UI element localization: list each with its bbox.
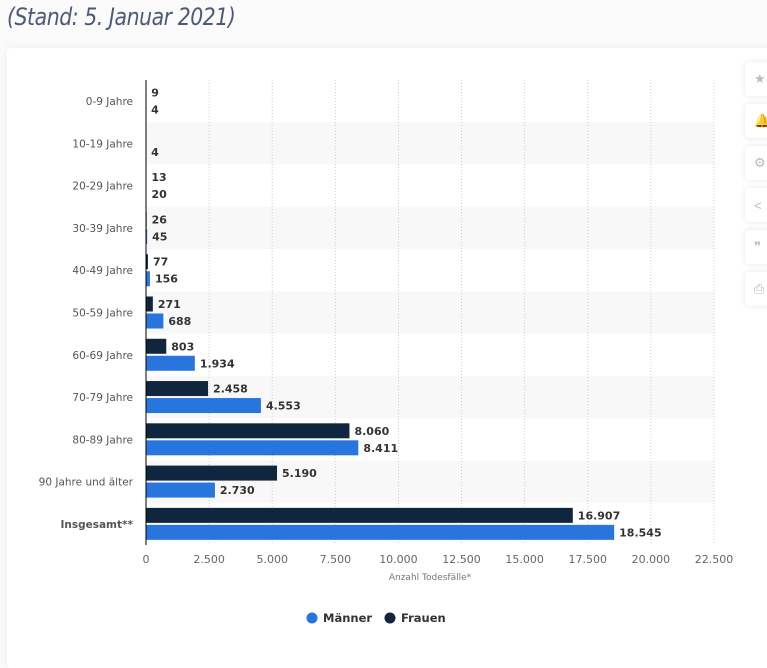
category-label: 0-9 Jahre [86,96,133,108]
category-label: 10-19 Jahre [72,138,133,150]
category-label: 80-89 Jahre [72,434,133,446]
legend-marker [385,613,396,624]
data-label: 2.458 [213,383,248,396]
bar-frauen [146,381,208,396]
row-band [146,291,714,333]
data-label: 688 [168,315,191,328]
data-label: 2.730 [220,484,255,497]
bar-männer [146,356,195,371]
bar-männer [146,271,150,286]
quote-icon: ❞ [754,239,761,255]
data-label: 26 [152,213,168,226]
data-label: 803 [171,340,194,353]
chart-subtitle: (Stand: 5. Januar 2021) [7,2,235,32]
data-label: 8.060 [354,425,389,438]
category-label: 30-39 Jahre [72,223,133,235]
gear-button[interactable]: ⚙ [745,146,767,180]
share-icon: < [754,198,762,213]
star-button[interactable]: ★ [745,62,767,96]
star-icon: ★ [754,71,766,87]
data-label: 4 [151,104,159,117]
category-label: 40-49 Jahre [72,265,133,277]
gear-icon: ⚙ [754,155,766,171]
bar-frauen [146,466,277,481]
x-axis-label: Anzahl Todesfälle* [389,573,472,583]
legend-label: Männer [323,611,372,625]
legend-label: Frauen [401,611,446,625]
x-tick-label: 22.500 [695,553,734,566]
x-tick-label: 0 [143,553,150,566]
data-label: 8.411 [363,442,398,455]
data-label: 271 [158,298,181,311]
bar-frauen [146,297,153,312]
data-label: 4.553 [266,400,301,413]
data-label: 20 [152,188,168,201]
x-tick-label: 10.000 [379,553,418,566]
bar-männer [146,440,358,455]
bar-männer [146,483,215,498]
data-label: 1.934 [200,357,235,370]
print-icon: ⎙ [754,281,764,297]
bell-button[interactable]: 🔔 [745,104,767,138]
category-label: Insgesamt** [60,519,133,531]
data-label: 77 [153,256,168,269]
share-button[interactable]: < [745,188,767,222]
x-tick-label: 2.500 [193,553,225,566]
data-label: 4 [151,146,159,159]
category-label: 70-79 Jahre [72,392,133,404]
category-label: 60-69 Jahre [72,350,133,362]
x-tick-label: 20.000 [632,553,671,566]
x-tick-label: 17.500 [569,553,608,566]
category-label: 50-59 Jahre [72,308,133,320]
category-label: 90 Jahre und älter [39,477,134,489]
row-band [146,122,714,164]
bar-männer [146,398,261,413]
bar-frauen [146,508,573,523]
bar-frauen [146,423,349,438]
data-label: 45 [152,230,167,243]
data-label: 156 [155,273,178,286]
bar-männer [146,525,614,540]
x-tick-label: 5.000 [256,553,288,566]
x-tick-label: 12.500 [442,553,481,566]
x-tick-label: 7.500 [320,553,352,566]
x-tick-label: 15.000 [505,553,544,566]
bell-icon: 🔔 [754,113,767,129]
legend-marker [307,613,318,624]
print-button[interactable]: ⎙ [745,272,767,306]
row-band [146,207,714,249]
data-label: 5.190 [282,467,317,480]
quote-button[interactable]: ❞ [745,230,767,264]
data-label: 9 [151,87,159,100]
data-label: 13 [151,171,166,184]
bar-frauen [146,339,166,354]
bar-männer [146,314,163,329]
data-label: 18.545 [619,526,661,539]
bar-chart: 0 2.500 5.000 7.500 10.000 12.500 15.000 17.500… [0,0,767,647]
category-label: 20-29 Jahre [72,181,133,193]
data-label: 16.907 [578,509,620,522]
